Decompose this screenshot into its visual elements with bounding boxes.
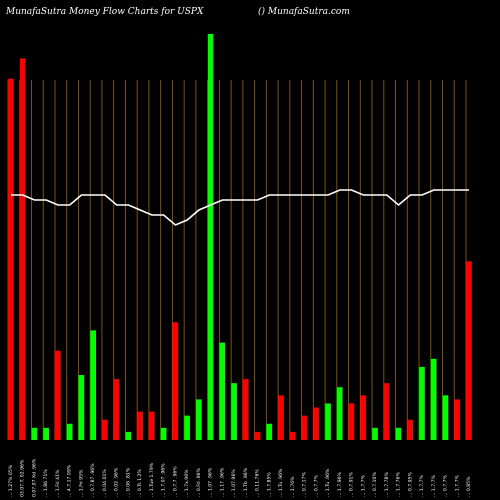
price-line	[11, 189, 469, 226]
chart-title: MunafaSutra Money Flow Charts for USPX	[5, 7, 204, 17]
x-tick-label: ... 1.86 71%	[43, 469, 49, 497]
x-tick-label: ... 1.7.96%	[337, 472, 343, 497]
money-flow-bar	[160, 427, 167, 440]
x-tick-label: ... 0.85%	[466, 476, 472, 497]
x-tick-label: ... 1.Tu .96%	[325, 468, 331, 497]
x-tick-label: ... 1.Tue 1.79%	[149, 462, 155, 497]
x-tick-label: ... 0.7.7 .96%	[172, 466, 178, 497]
x-tick-label: ... 0.Fri .96%	[196, 468, 202, 497]
money-flow-bar	[231, 383, 237, 440]
x-tick-label: ... 1.7.7%	[419, 474, 425, 497]
money-flow-bar	[55, 350, 61, 440]
vertical-gridlines	[7, 80, 467, 440]
money-flow-bar	[266, 423, 273, 440]
x-tick-label: ... 4.7.17 09%	[67, 464, 73, 497]
money-flow-bar	[19, 58, 26, 441]
money-flow-bar	[219, 342, 226, 440]
money-flow-bar	[466, 261, 472, 440]
x-tick-label: ... 0.7.7%	[443, 474, 449, 497]
x-tick-label: ... 0.11.76%	[255, 469, 261, 497]
x-tick-label: ... 1.Tb .96%	[243, 467, 249, 497]
x-tick-label: ... 1.76%	[290, 476, 296, 497]
x-tick-label: ... 0.7.91%	[349, 472, 355, 497]
money-flow-bar	[90, 330, 97, 440]
x-tick-label: ... 1.7.7%	[454, 474, 460, 497]
money-flow-bar	[137, 411, 143, 440]
x-tick-label: ... 0.06 .81%	[125, 467, 131, 497]
money-flow-bar	[31, 427, 38, 440]
money-flow-bar	[172, 322, 179, 440]
money-flow-bar	[43, 427, 50, 440]
money-flow-bar	[290, 431, 296, 440]
money-flow-bar	[207, 34, 214, 440]
x-tick-label: ... 1.7.85%	[266, 472, 272, 497]
money-flow-bar	[66, 423, 73, 440]
x-tick-label: ... 1.7.7%	[431, 474, 437, 497]
x-tick-label: ... 1.7.76%	[396, 472, 402, 497]
money-flow-bar	[454, 399, 461, 440]
x-tick-label: 03.07.T. 02.96%	[20, 459, 26, 497]
x-tick-label: ... 1.7.7%	[360, 474, 366, 497]
money-flow-bar	[372, 427, 378, 440]
money-flow-bar	[278, 395, 284, 440]
x-tick-label: ... 1.7.07 .96%	[161, 463, 167, 497]
money-flow-bar	[419, 366, 425, 440]
x-tick-label: ... 0.7.87 .96%	[90, 463, 96, 497]
x-tick-label: ... 0.7.95%	[407, 472, 413, 497]
x-tick-label: ... 1.Fri 41%	[55, 469, 61, 497]
money-flow-bar	[430, 358, 437, 440]
money-flow-bar	[184, 415, 190, 440]
x-tick-label: ... 1.07.96%	[231, 469, 237, 497]
money-flow-bar	[78, 375, 85, 440]
money-flow-bar	[360, 395, 367, 440]
x-tick-label: ... 0.7.17%	[302, 472, 308, 497]
money-flow-bar	[8, 78, 14, 440]
money-flow-bars	[8, 34, 472, 441]
money-flow-bar	[243, 379, 249, 440]
money-flow-bar	[149, 411, 155, 440]
money-flow-bar	[196, 399, 202, 440]
money-flow-bar	[125, 431, 132, 440]
money-flow-bar	[325, 403, 331, 440]
x-tick-label: ... 1.7x.96%	[184, 469, 190, 497]
x-tick-label: ... 0.7.10%	[372, 472, 378, 497]
money-flow-bar	[337, 387, 343, 440]
money-flow-bar	[254, 431, 261, 440]
money-flow-bar	[113, 379, 120, 440]
money-flow-bar	[407, 419, 414, 440]
x-axis-tick-labels: ... 1.27% 05% 03.07.T. 02.96% 0.07.07 Xd .…	[8, 458, 472, 497]
x-tick-label: ... 1.Fri 95%	[78, 469, 84, 497]
x-tick-label: ... 0.04 01%	[102, 469, 108, 497]
site-credit: () MunafaSutra.com	[258, 6, 350, 17]
x-tick-label: 0.07.07 Xd .96%	[31, 458, 37, 497]
x-tick-label: ... 1.Tu .96%	[278, 468, 284, 497]
x-tick-label: ... 0.7.7%	[313, 474, 319, 497]
x-tick-label: ... 1.17 .96%	[219, 467, 225, 497]
money-flow-bar	[102, 419, 108, 440]
x-tick-label: ... 0.02 .96%	[114, 467, 120, 497]
money-flow-bar	[313, 407, 320, 440]
money-flow-bar	[383, 383, 390, 440]
x-tick-label: ... 1.27% 05%	[8, 464, 14, 497]
x-tick-label: ... 0.Ts 1.2%	[137, 469, 143, 497]
x-tick-label: ... 1.7.78%	[384, 472, 390, 497]
x-tick-label: ... 1.07 .96%	[208, 467, 214, 497]
money-flow-bar	[395, 427, 402, 440]
money-flow-bar	[348, 403, 355, 440]
money-flow-bar	[301, 415, 308, 440]
money-flow-bar	[442, 395, 449, 440]
